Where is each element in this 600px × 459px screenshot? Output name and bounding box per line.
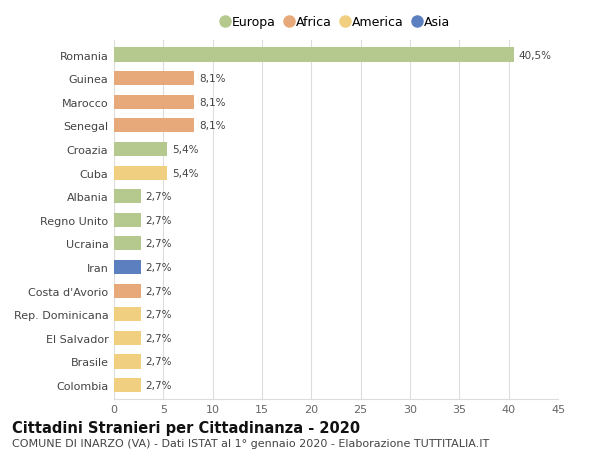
Text: 40,5%: 40,5% (518, 50, 551, 61)
Bar (114, 95, 194, 110)
Text: COMUNE DI INARZO (VA) - Dati ISTAT al 1° gennaio 2020 - Elaborazione TUTTITALIA.: COMUNE DI INARZO (VA) - Dati ISTAT al 1°… (12, 438, 489, 448)
Bar (114, 190, 140, 204)
Bar (114, 48, 514, 62)
Text: 2,7%: 2,7% (146, 309, 172, 319)
Text: 8,1%: 8,1% (199, 98, 226, 107)
Text: 2,7%: 2,7% (146, 357, 172, 367)
Bar (114, 354, 140, 369)
Text: 2,7%: 2,7% (146, 192, 172, 202)
Bar (114, 260, 140, 274)
Text: 2,7%: 2,7% (146, 215, 172, 225)
Text: 2,7%: 2,7% (146, 286, 172, 296)
Text: 2,7%: 2,7% (146, 333, 172, 343)
Bar (114, 213, 140, 227)
Text: Cittadini Stranieri per Cittadinanza - 2020: Cittadini Stranieri per Cittadinanza - 2… (12, 420, 360, 435)
Text: 2,7%: 2,7% (146, 263, 172, 273)
Text: 2,7%: 2,7% (146, 380, 172, 390)
Bar (114, 166, 167, 180)
Bar (114, 143, 167, 157)
Text: 8,1%: 8,1% (199, 74, 226, 84)
Legend: Europa, Africa, America, Asia: Europa, Africa, America, Asia (220, 13, 452, 32)
Text: 5,4%: 5,4% (172, 145, 199, 155)
Bar (114, 284, 140, 298)
Bar (114, 308, 140, 322)
Bar (114, 378, 140, 392)
Bar (114, 119, 194, 133)
Text: 5,4%: 5,4% (172, 168, 199, 178)
Text: 2,7%: 2,7% (146, 239, 172, 249)
Bar (114, 331, 140, 345)
Bar (114, 237, 140, 251)
Text: 8,1%: 8,1% (199, 121, 226, 131)
Bar (114, 72, 194, 86)
